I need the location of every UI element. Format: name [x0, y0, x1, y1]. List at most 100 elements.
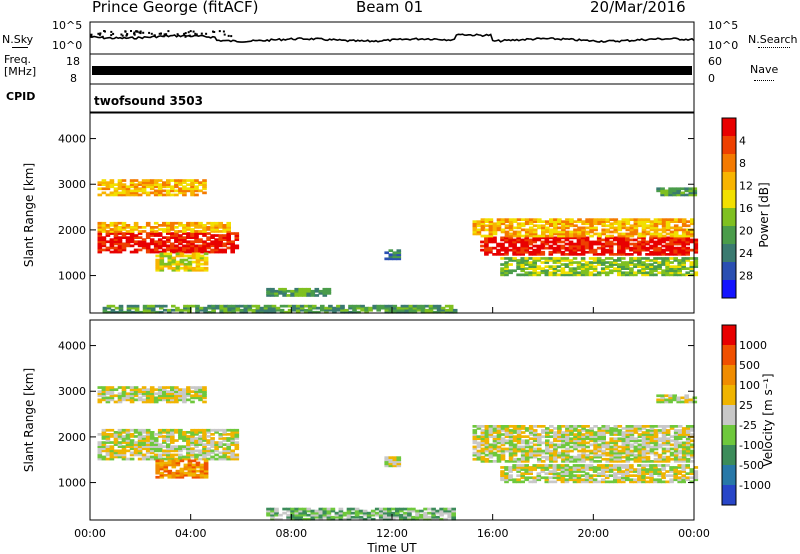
heatmap-cell	[544, 261, 550, 264]
heatmap-cell	[101, 433, 107, 436]
heatmap-cell	[307, 308, 313, 312]
noise-search-dot	[124, 30, 127, 33]
heatmap-cell	[396, 462, 402, 466]
heatmap-cell	[681, 263, 686, 266]
heatmap-cell	[484, 449, 490, 453]
heatmap-cell	[604, 250, 610, 254]
heatmap-cell	[159, 252, 165, 256]
heatmap-cell	[633, 228, 639, 232]
heatmap-cell	[653, 220, 659, 223]
heatmap-cell	[589, 228, 594, 232]
heatmap-cell	[568, 242, 574, 246]
heatmap-cell	[133, 435, 139, 438]
heatmap-cell	[541, 431, 546, 434]
heatmap-cell	[496, 220, 502, 223]
heatmap-cell	[149, 185, 155, 189]
heatmap-cell	[382, 509, 388, 513]
heatmap-cell	[368, 308, 373, 312]
heatmap-cell	[496, 228, 502, 232]
heatmap-cell	[641, 271, 646, 275]
heatmap-cell	[516, 265, 521, 268]
heatmap-cell	[270, 511, 275, 515]
heatmap-cell	[589, 427, 594, 430]
heatmap-cell	[218, 240, 223, 244]
heatmap-cell	[508, 437, 514, 441]
heatmap-cell	[657, 238, 662, 242]
heatmap-cell	[556, 265, 562, 268]
heatmap-cell	[641, 460, 647, 463]
heatmap-cell	[166, 453, 171, 457]
heatmap-cell	[609, 224, 614, 228]
heatmap-cell	[573, 435, 578, 438]
heatmap-cell	[488, 224, 494, 228]
heatmap-cell	[282, 292, 287, 295]
heatmap-cell	[664, 398, 669, 402]
heatmap-cell	[286, 289, 291, 293]
heatmap-cell	[508, 263, 513, 266]
heatmap-cell	[508, 238, 513, 242]
heatmap-cell	[673, 271, 678, 275]
heatmap-cell	[480, 439, 486, 443]
heatmap-cell	[660, 400, 665, 404]
heatmap-cell	[677, 228, 683, 232]
heatmap-cell	[552, 468, 558, 471]
heatmap-cell	[178, 431, 183, 434]
heatmap-cell	[613, 228, 619, 232]
heatmap-cell	[548, 273, 554, 277]
heatmap-cell	[174, 394, 179, 398]
heatmap-cell	[556, 236, 562, 240]
heatmap-cell	[548, 267, 554, 270]
heatmap-cell	[416, 304, 422, 308]
heatmap-cell	[170, 236, 175, 239]
noise-search-dot	[126, 33, 128, 36]
heatmap-cell	[105, 386, 111, 389]
heatmap-cell	[653, 226, 659, 230]
heatmap-cell	[613, 476, 618, 480]
heatmap-cell	[210, 250, 215, 254]
heatmap-cell	[222, 455, 227, 459]
heatmap-cell	[572, 478, 578, 482]
heatmap-cell	[592, 257, 598, 260]
heatmap-cell	[412, 306, 418, 310]
heatmap-cell	[572, 476, 578, 480]
heatmap-cell	[451, 509, 456, 513]
heatmap-cell	[685, 425, 691, 428]
heatmap-cell	[149, 394, 155, 398]
noise-search-dot	[160, 32, 162, 35]
heatmap-cell	[593, 453, 598, 457]
heatmap-cell	[234, 431, 240, 434]
heatmap-cell	[625, 457, 631, 461]
heatmap-cell	[528, 222, 534, 226]
heatmap-cell	[604, 480, 610, 484]
heatmap-cell	[416, 306, 422, 310]
heatmap-cell	[298, 287, 303, 291]
heatmap-cell	[392, 308, 398, 312]
heatmap-cell	[496, 431, 502, 434]
heatmap-cell	[588, 480, 594, 484]
heatmap-cell	[121, 390, 127, 393]
heatmap-cell	[693, 244, 699, 248]
heatmap-cell	[532, 267, 537, 270]
heatmap-cell	[544, 265, 550, 268]
heatmap-cell	[222, 230, 227, 233]
nave-dotted-line	[754, 80, 774, 81]
heatmap-cell	[677, 460, 683, 463]
heatmap-cell	[553, 447, 558, 451]
heatmap-cell	[167, 260, 173, 264]
heatmap-cell	[633, 271, 638, 275]
heatmap-cell	[600, 269, 606, 273]
heatmap-cell	[557, 425, 562, 428]
heatmap-cell	[653, 240, 658, 244]
heatmap-cell	[310, 292, 316, 295]
heatmap-cell	[572, 242, 578, 246]
heatmap-cell	[544, 480, 550, 484]
heatmap-cell	[500, 246, 505, 250]
heatmap-cell	[125, 435, 131, 438]
heatmap-cell	[287, 308, 293, 312]
heatmap-cell	[153, 183, 159, 186]
heatmap-cell	[287, 310, 293, 314]
heatmap-cell	[625, 246, 630, 250]
heatmap-cell	[512, 240, 517, 244]
heatmap-cell	[109, 240, 115, 244]
heatmap-cell	[653, 222, 659, 226]
